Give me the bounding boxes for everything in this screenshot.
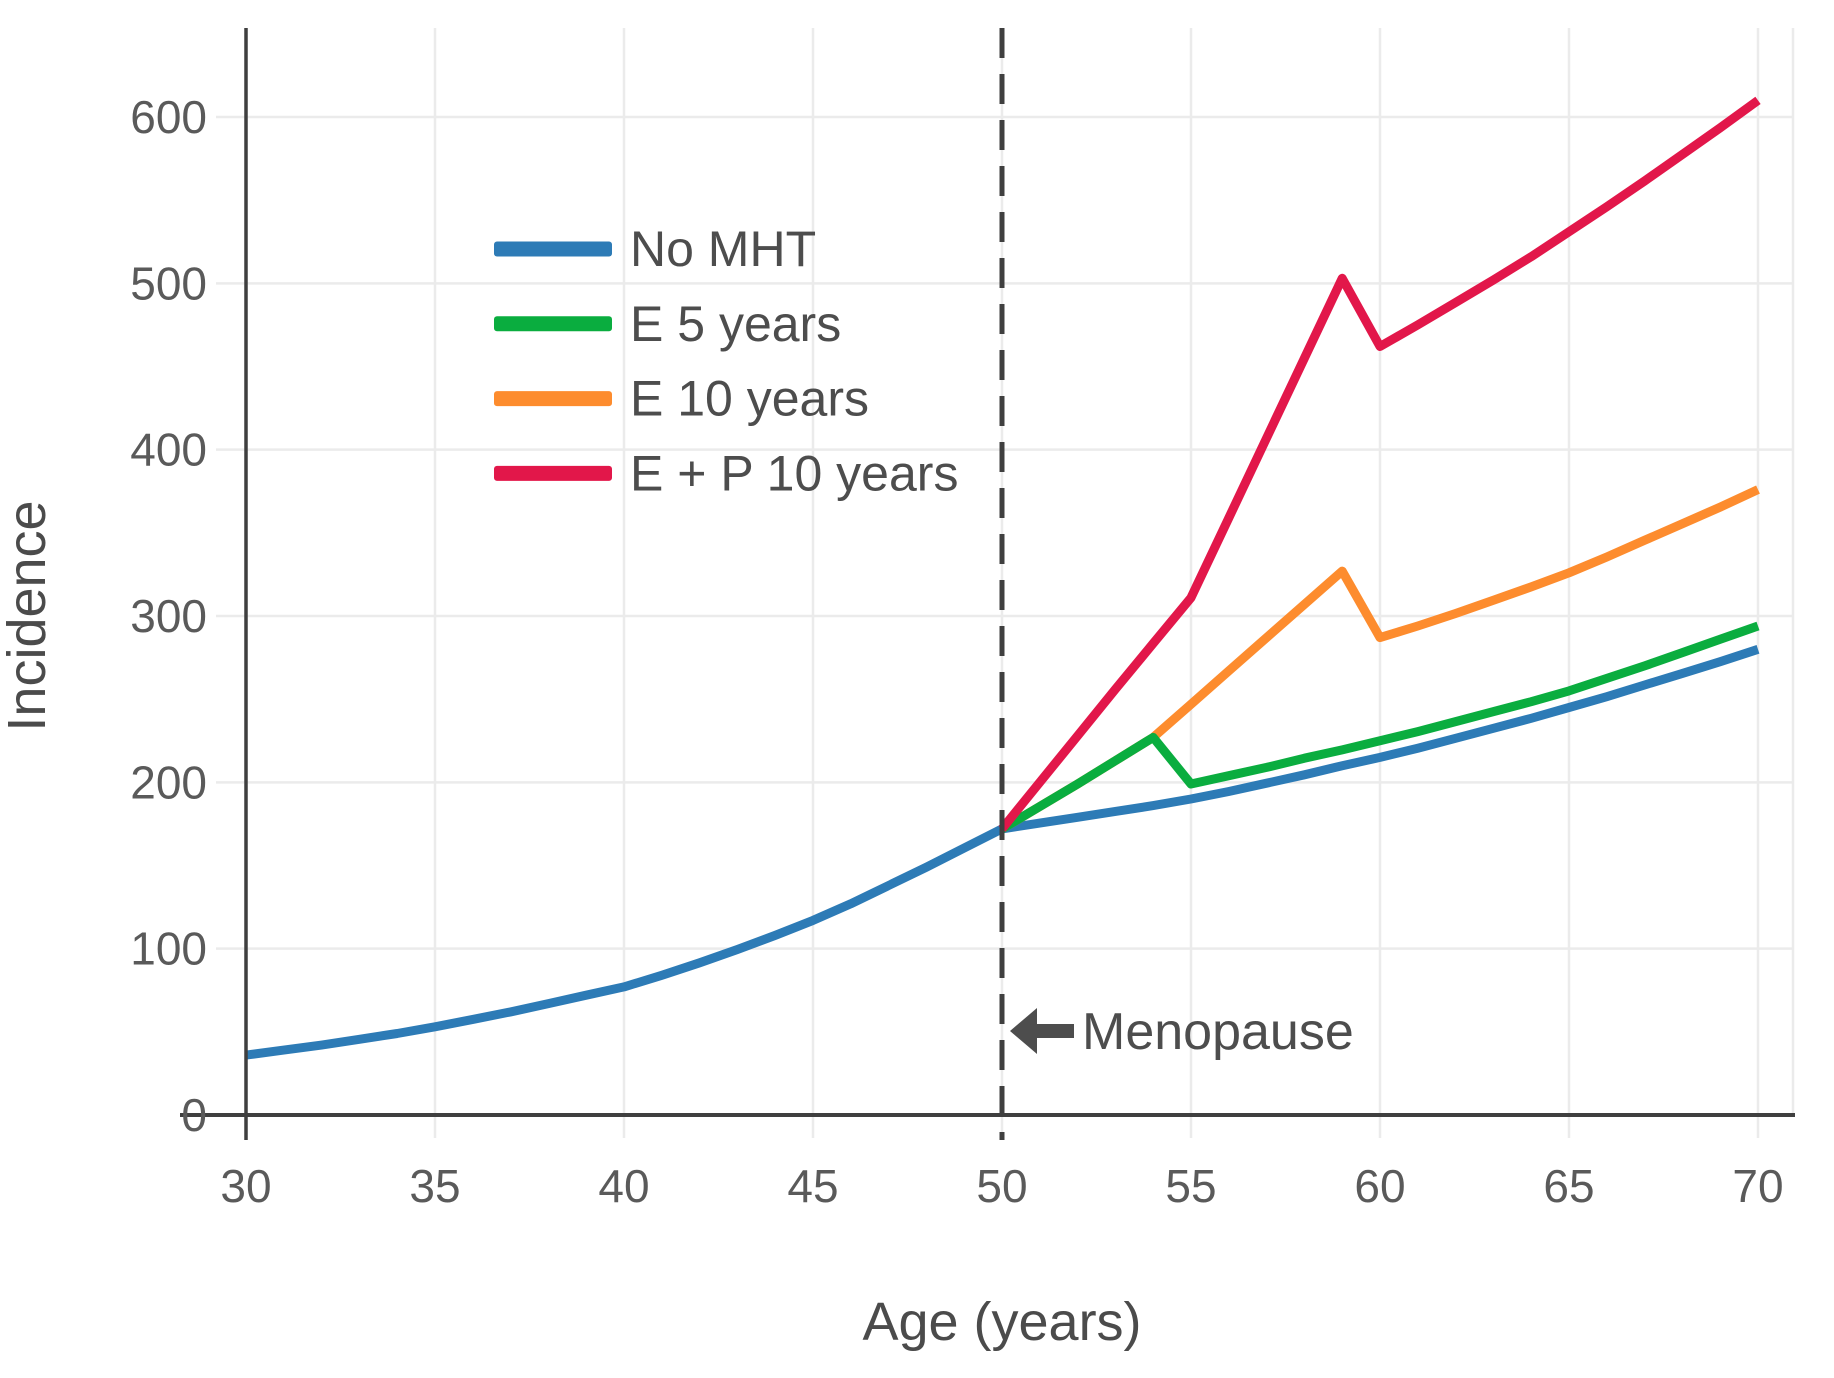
y-tick-labels: 0 100 200 300 400 500 600 xyxy=(130,91,207,1141)
x-tick-label-60: 60 xyxy=(1354,1160,1405,1212)
y-tick-label-600: 600 xyxy=(130,91,207,143)
y-tick-label-100: 100 xyxy=(130,923,207,975)
legend-swatch-e-5-years xyxy=(494,316,612,332)
legend-label-e-p-10-years: E + P 10 years xyxy=(630,445,958,501)
legend: No MHT E 5 years E 10 years E + P 10 years xyxy=(494,221,958,501)
x-tick-label-65: 65 xyxy=(1543,1160,1594,1212)
y-tick-label-0: 0 xyxy=(181,1089,207,1141)
y-tick-label-300: 300 xyxy=(130,590,207,642)
series-line-e-5-years xyxy=(999,621,1760,833)
legend-label-e-10-years: E 10 years xyxy=(630,371,869,427)
menopause-label: Menopause xyxy=(1082,1003,1354,1061)
y-tick-label-400: 400 xyxy=(130,424,207,476)
y-tick-label-200: 200 xyxy=(130,756,207,808)
x-tick-label-50: 50 xyxy=(976,1160,1027,1212)
x-tick-label-40: 40 xyxy=(598,1160,649,1212)
legend-item-e-5-years: E 5 years xyxy=(494,296,841,352)
legend-label-no-mht: No MHT xyxy=(630,221,816,277)
x-tick-label-30: 30 xyxy=(220,1160,271,1212)
left-arrow-icon xyxy=(1010,1008,1074,1054)
legend-swatch-e-p-10-years xyxy=(494,465,612,481)
x-axis-title: Age (years) xyxy=(862,1292,1141,1352)
y-tick-label-500: 500 xyxy=(130,257,207,309)
legend-label-e-5-years: E 5 years xyxy=(630,296,841,352)
x-tick-label-55: 55 xyxy=(1165,1160,1216,1212)
x-tick-label-45: 45 xyxy=(787,1160,838,1212)
x-tick-labels: 30 35 40 45 50 55 60 65 70 xyxy=(220,1160,1783,1212)
x-tick-label-70: 70 xyxy=(1732,1160,1783,1212)
series-line-e-p-10-years xyxy=(998,96,1761,832)
axis-layer: Menopause Age (years) Incidence 30 35 40 45… xyxy=(0,28,1795,1352)
y-axis-title: Incidence xyxy=(0,500,57,731)
legend-item-e-p-10-years: E + P 10 years xyxy=(494,445,958,501)
legend-item-no-mht: No MHT xyxy=(494,221,816,277)
x-tick-label-35: 35 xyxy=(409,1160,460,1212)
legend-swatch-e-10-years xyxy=(494,391,612,407)
legend-swatch-no-mht xyxy=(494,241,612,257)
legend-item-e-10-years: E 10 years xyxy=(494,371,869,427)
